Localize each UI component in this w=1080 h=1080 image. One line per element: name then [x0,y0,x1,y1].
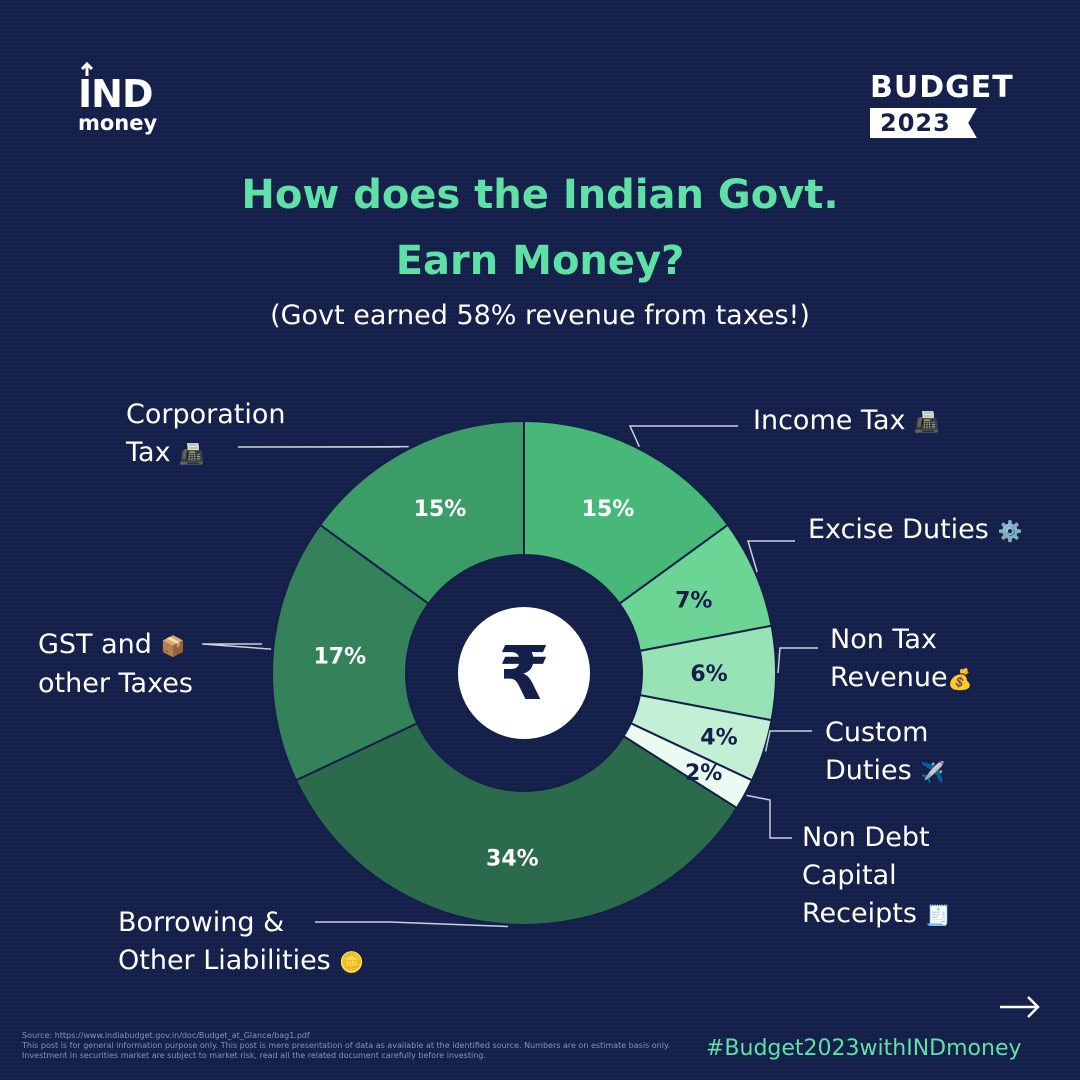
indmoney-logo: IND money [78,62,158,135]
disclaimer-text: This post is for general information pur… [22,1041,671,1060]
budget-2023-badge: BUDGET 2023 [870,72,1014,138]
label-custom-duties: Custom Duties ✈️ [825,717,946,786]
value-label-excise-duties: 7% [675,589,712,614]
slice-gst-and-other-taxes [271,523,430,782]
page-title-line2: Earn Money? [395,238,685,284]
page-title-line1: How does the Indian Govt. [241,172,839,218]
leader-line-gst-and-other-taxes [201,643,272,650]
package-icon: 📦 [160,634,186,658]
leader-line-income-tax [628,425,738,447]
label-excise-duties: Excise Duties ⚙️ [808,514,1023,545]
slice-corporation-tax [318,419,525,606]
fax-icon: 📠 [179,442,205,466]
value-label-income-tax: 15% [582,497,635,522]
value-label-non-debt-capital-receipts: 2% [685,761,722,786]
donut-value-labels: 15% 7% 6% 4% 2% 34% 17% 15% [313,497,737,871]
rupee-icon: ₹ [498,631,550,717]
hashtag: #Budget2023withINDmoney [706,1036,1022,1061]
label-income-tax: Income Tax 📠 [753,405,939,436]
leader-line-custom-duties [764,730,812,752]
label-corporation-tax: Corporation Tax 📠 [126,399,286,468]
fax-icon: 📠 [914,410,939,434]
value-label-corporation-tax: 15% [414,497,467,522]
leader-line-non-debt-capital-receipts [746,794,792,839]
value-label-non-tax-revenue: 6% [690,662,727,687]
label-borrowing-liabilities: Borrowing & Other Liabilities 🪙 [118,907,365,976]
value-label-gst-and-other-taxes: 17% [313,645,366,670]
logo-ind-text: IND [78,72,153,116]
logo-arrow-icon [80,62,94,76]
badge-word: BUDGET [870,70,1014,105]
source-disclaimer: Source: https://www.indiabudget.gov.in/d… [22,1031,672,1061]
receipt-icon: 🧾 [925,903,951,927]
slice-income-tax [523,419,730,606]
leader-line-non-tax-revenue [777,647,818,674]
page-subtitle: (Govt earned 58% revenue from taxes!) [270,300,810,331]
next-arrow-icon[interactable] [998,992,1042,1026]
logo-money-text: money [78,111,158,135]
leader-line-excise-duties [746,540,795,573]
label-non-debt-capital-receipts: Non Debt Capital Receipts 🧾 [802,822,951,929]
money-bag-icon: 💰 [947,667,973,691]
value-label-borrowing-other-liabilities: 34% [486,847,539,872]
donut-slices [271,419,777,926]
value-label-custom-duties: 4% [700,725,737,750]
slice-borrowing-other-liabilities [294,721,739,926]
coin-icon: 🪙 [339,950,365,974]
label-non-tax-revenue: Non Tax Revenue💰 [830,624,973,693]
gear-icon: ⚙️ [997,519,1023,543]
center-circle [458,607,590,739]
leader-lines [201,425,818,928]
airplane-icon: ✈️ [920,760,946,784]
source-text: Source: https://www.indiabudget.gov.in/d… [22,1031,310,1040]
badge-year: 2023 [870,108,977,138]
leader-line-borrowing-other-liabilities [315,921,509,928]
label-gst-other-taxes: GST and 📦 other Taxes [38,629,193,699]
